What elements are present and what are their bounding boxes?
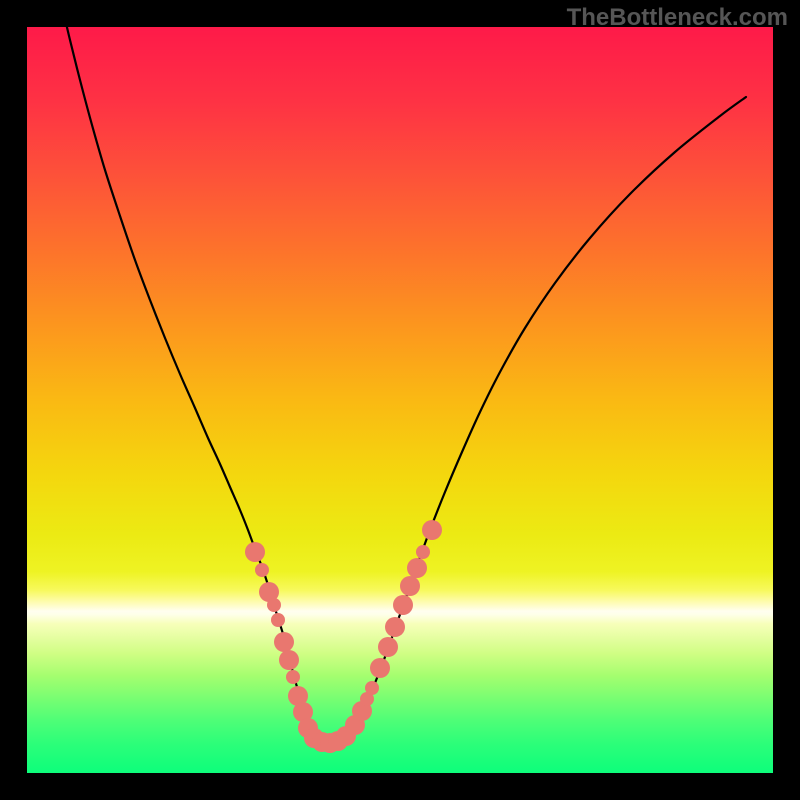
data-marker [274, 632, 294, 652]
data-marker [271, 613, 285, 627]
data-marker [378, 637, 398, 657]
data-marker [370, 658, 390, 678]
data-marker [245, 542, 265, 562]
gradient-background [27, 27, 773, 773]
data-marker [422, 520, 442, 540]
chart-frame: TheBottleneck.com [0, 0, 800, 800]
bottleneck-curve-chart [27, 27, 773, 773]
data-marker [385, 617, 405, 637]
data-marker [286, 670, 300, 684]
data-marker [400, 576, 420, 596]
watermark-text: TheBottleneck.com [567, 4, 788, 32]
data-marker [267, 598, 281, 612]
data-marker [255, 563, 269, 577]
data-marker [393, 595, 413, 615]
data-marker [407, 558, 427, 578]
data-marker [416, 545, 430, 559]
data-marker [365, 681, 379, 695]
data-marker [279, 650, 299, 670]
